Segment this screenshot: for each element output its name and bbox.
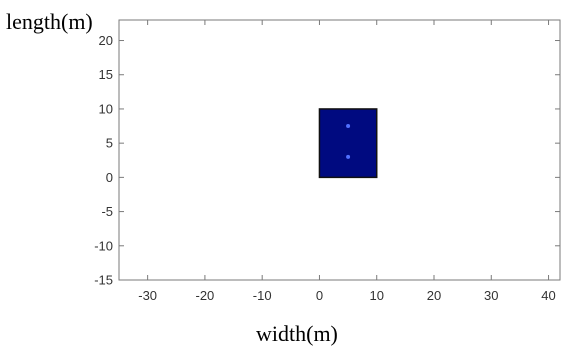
data-point-1 (346, 124, 351, 129)
x-axis-title: width(m) (256, 321, 338, 346)
y-tick-label: -10 (94, 238, 113, 253)
y-tick-label: 0 (106, 170, 113, 185)
x-tick-label: 20 (427, 288, 441, 303)
y-axis-title: length(m) (6, 9, 93, 34)
y-tick-label: -5 (101, 204, 113, 219)
axes-frame (118, 19, 561, 281)
y-tick-label: 20 (99, 33, 113, 48)
room-region (318, 108, 378, 179)
x-tick-label: -10 (253, 288, 272, 303)
y-tick-label: 5 (106, 136, 113, 151)
y-tick-label: 15 (99, 67, 113, 82)
x-tick-label: 30 (484, 288, 498, 303)
x-tick-label: 0 (316, 288, 323, 303)
x-tick-label: -30 (138, 288, 157, 303)
y-tick-label: -15 (94, 273, 113, 288)
x-tick-label: -20 (196, 288, 215, 303)
plot-area: -30 -20 -10 0 10 20 30 40 -15 -10 -5 0 5 10 15 20 (94, 19, 561, 303)
x-tick-label: 10 (369, 288, 383, 303)
data-point-2 (346, 154, 351, 159)
y-tick-label: 10 (99, 101, 113, 116)
x-tick-label: 40 (541, 288, 555, 303)
